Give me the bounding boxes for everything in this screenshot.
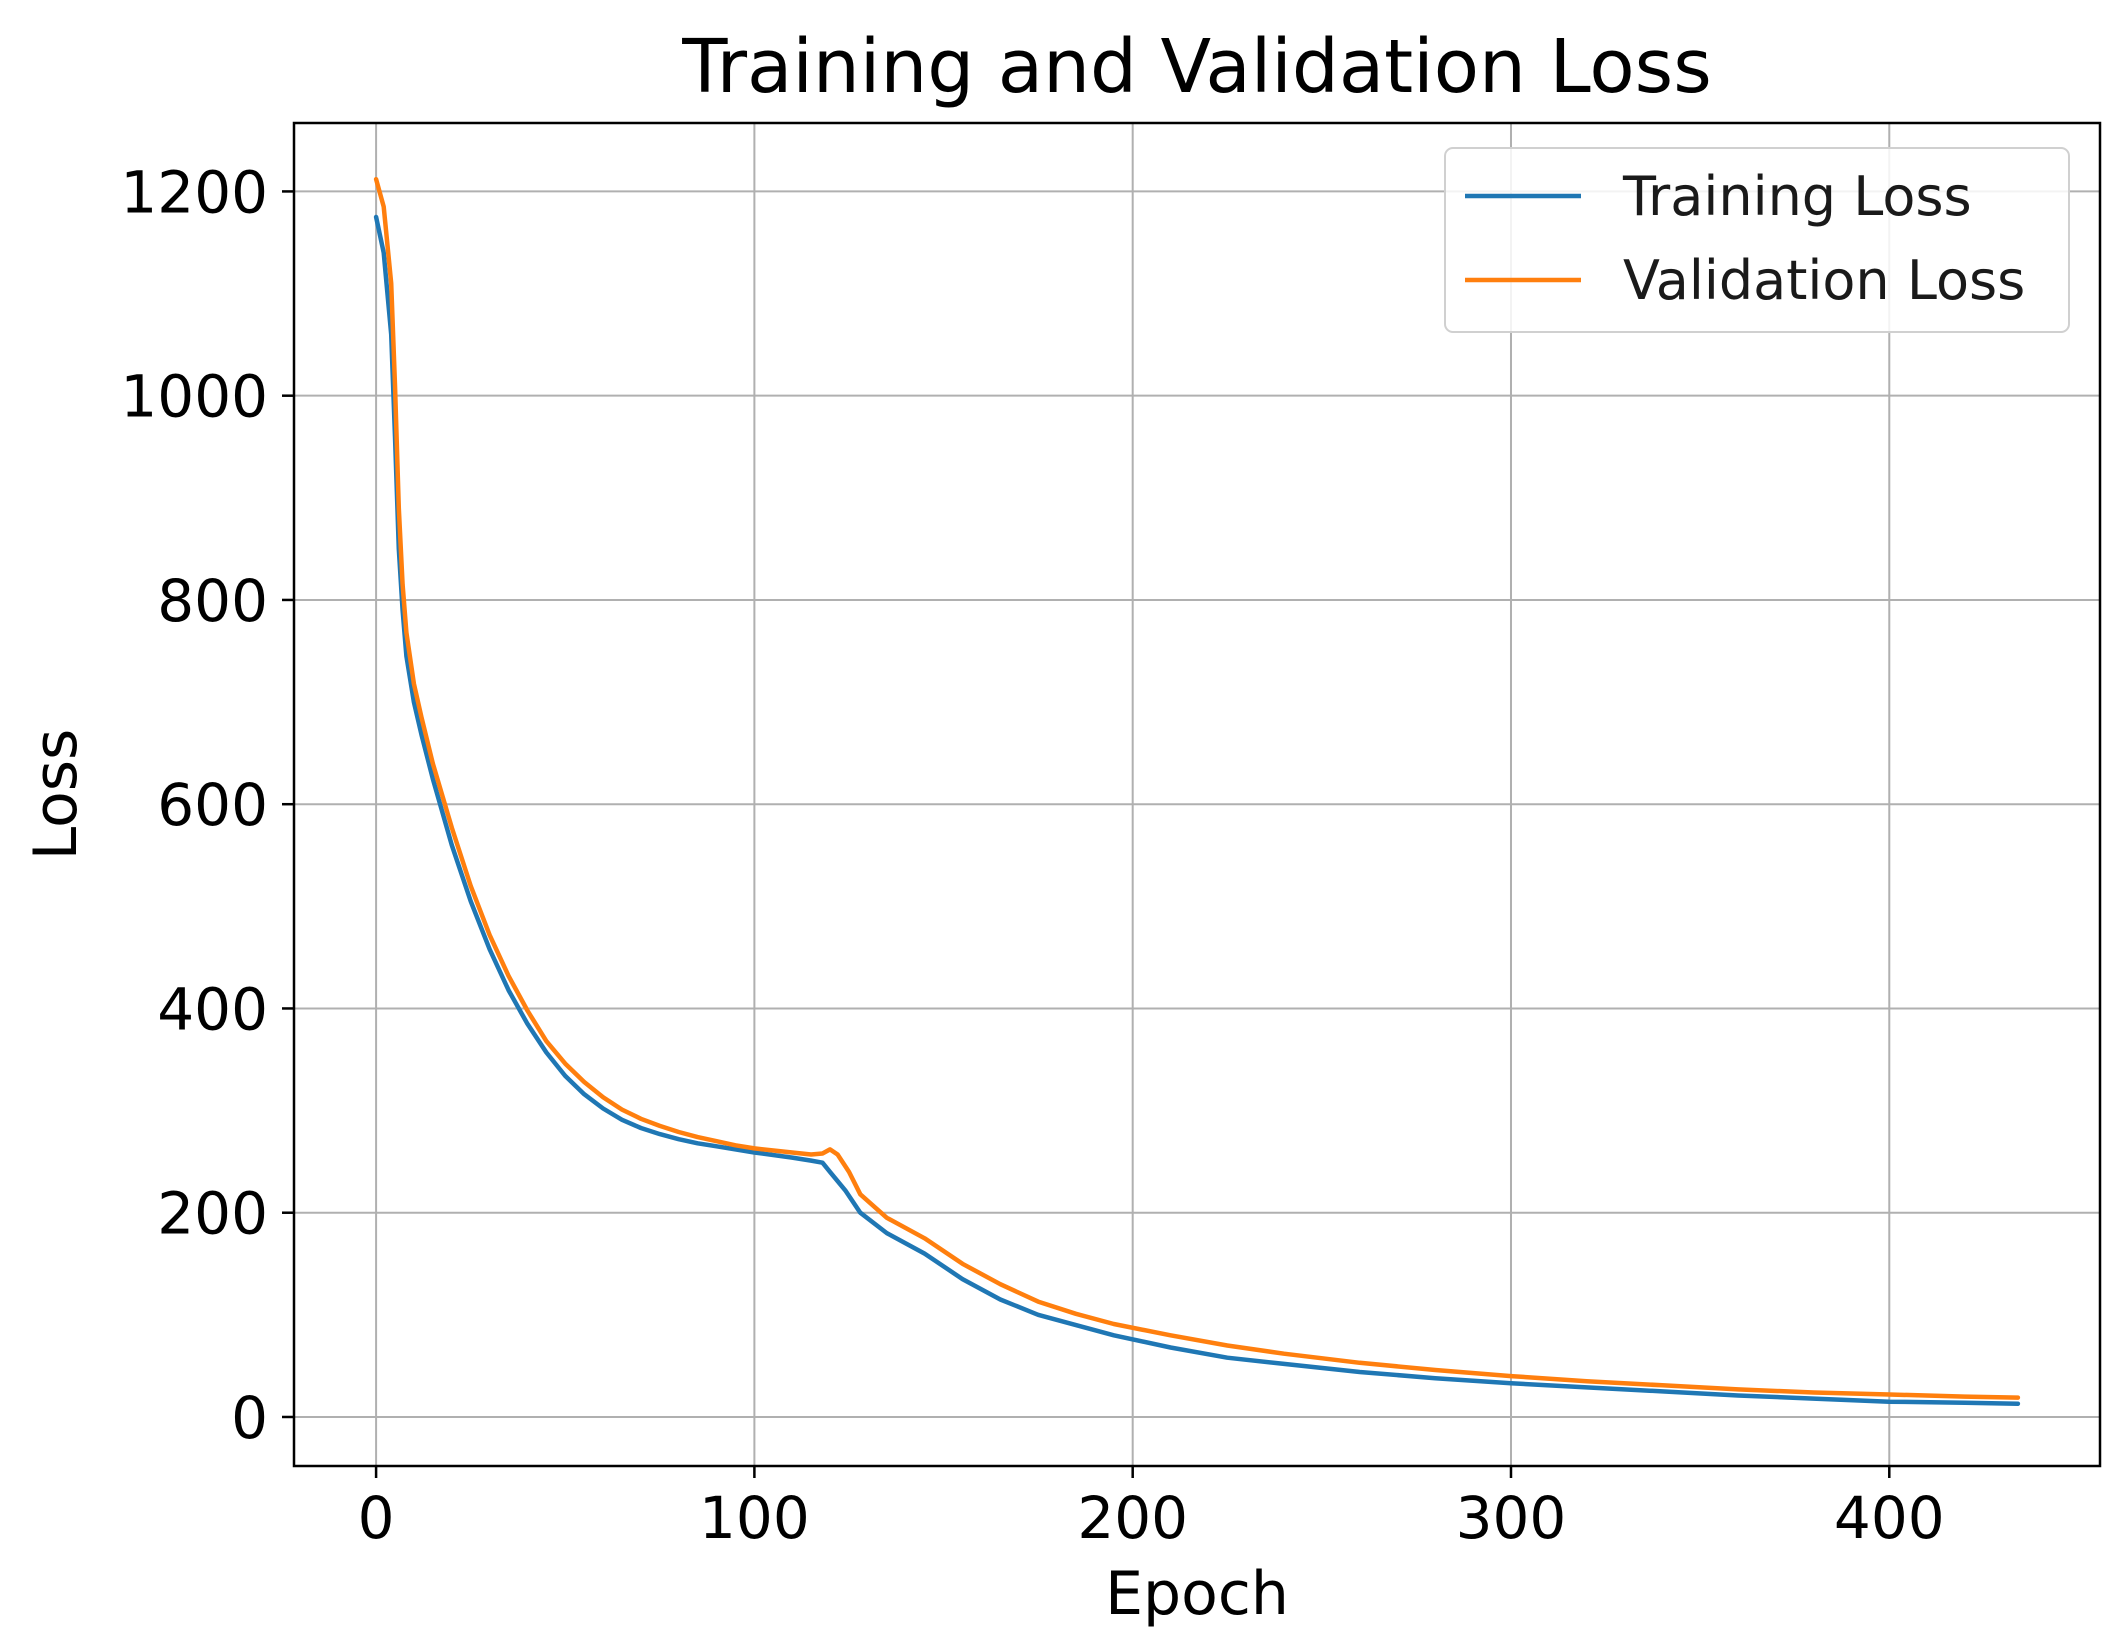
gridlines (294, 123, 2100, 1466)
y-tick-label: 400 (157, 975, 268, 1043)
x-tick-label: 0 (358, 1484, 395, 1552)
series-lines (373, 176, 2021, 1406)
legend-label-training-loss: Training Loss (1622, 165, 1972, 228)
y-tick-label: 1000 (120, 363, 268, 431)
x-tick-label: 300 (1456, 1484, 1567, 1552)
y-tick-label: 800 (157, 567, 268, 635)
y-tick-label: 0 (231, 1384, 268, 1452)
y-tick-label: 600 (157, 771, 268, 839)
y-axis-label: Loss (21, 729, 91, 861)
series-line-training-loss (373, 214, 2021, 1406)
series-line-validation-loss (373, 176, 2021, 1400)
y-tick-label: 200 (157, 1180, 268, 1248)
y-tick-label: 1200 (120, 158, 268, 226)
axis-ticks: 0 100 200 300 400 0 200 400 600 800 1000 1200 (120, 158, 1944, 1552)
legend-box (1444, 147, 2070, 333)
plot-frame (292, 121, 2102, 1468)
legend: Training Loss Validation Loss (1444, 147, 2070, 333)
legend-label-validation-loss: Validation Loss (1623, 249, 2025, 312)
x-tick-label: 200 (1077, 1484, 1188, 1552)
chart-title: Training and Validation Loss (681, 24, 1712, 110)
x-axis-label: Epoch (1105, 1559, 1289, 1629)
x-tick-label: 100 (699, 1484, 810, 1552)
x-tick-label: 400 (1834, 1484, 1945, 1552)
